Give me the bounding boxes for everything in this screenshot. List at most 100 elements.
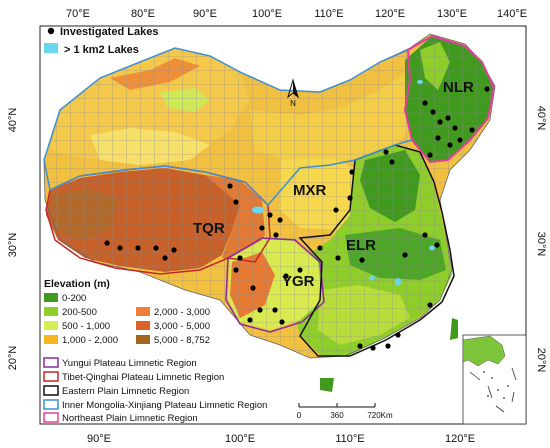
lake-dot — [427, 152, 433, 158]
lake-dot — [335, 255, 341, 261]
lake-dot — [259, 225, 265, 231]
elev-swatch-3 — [44, 335, 58, 344]
lake-dot — [297, 267, 303, 273]
right-tick-40: 40°N — [535, 106, 547, 131]
region-label-yungui: Yungui Plateau Limnetic Region — [62, 358, 197, 369]
lake-dot — [104, 240, 110, 246]
lake-dot — [427, 302, 433, 308]
lake-dot — [434, 242, 440, 248]
south-china-sea-inset — [462, 334, 527, 425]
lake-dot — [385, 343, 391, 349]
top-tick-90: 90°E — [193, 8, 217, 20]
lake-dot — [389, 159, 395, 165]
elevation-legend-title: Elevation (m) — [44, 278, 110, 290]
lake-dot — [333, 207, 339, 213]
inset-islands — [483, 371, 509, 399]
north-arrow-half-icon — [293, 80, 298, 97]
investigated-lake-legend-dot — [47, 27, 55, 35]
lake-dot — [430, 109, 436, 115]
lake-dot — [273, 232, 279, 238]
scale-label-720: 720Km — [367, 411, 393, 420]
lake-dot — [395, 332, 401, 338]
elev-label-0: 0-200 — [62, 293, 86, 304]
scale-label-0: 0 — [297, 411, 302, 420]
poyang-lake — [395, 278, 401, 286]
scale-bar: 0 360 720Km — [297, 403, 393, 420]
inset-island — [507, 385, 509, 387]
lake-dot — [437, 119, 443, 125]
large-lake-legend-swatch — [44, 43, 58, 53]
lake-dot — [357, 343, 363, 349]
label-mxr: MXR — [293, 182, 327, 199]
elev-swatch-2 — [44, 321, 58, 330]
lake-dot — [422, 100, 428, 106]
elev-swatch-6 — [136, 335, 150, 344]
top-tick-labels: 70°E 80°E 90°E 100°E 110°E 120°E 130°E 1… — [66, 8, 527, 20]
elev-label-2: 500 - 1,000 — [62, 321, 110, 332]
region-label-tibet: Tibet-Qinghai Plateau Limnetic Region — [62, 372, 224, 383]
lake-dot — [277, 217, 283, 223]
lake-dot — [247, 317, 253, 323]
top-tick-130: 130°E — [437, 8, 467, 20]
inset-coast — [462, 335, 506, 367]
lake-dot — [279, 319, 285, 325]
tai-lake — [429, 245, 435, 251]
lake-dot — [117, 245, 123, 251]
elev-swatch-0 — [44, 293, 58, 302]
region-label-northeast: Northeast Plain Limnetic Region — [62, 413, 198, 424]
lake-dot — [135, 245, 141, 251]
lake-dot — [237, 255, 243, 261]
elev-label-4: 2,000 - 3,000 — [154, 307, 210, 318]
large-lake-legend-label: > 1 km2 Lakes — [64, 44, 139, 56]
elev-swatch-5 — [136, 321, 150, 330]
top-tick-140: 140°E — [497, 8, 527, 20]
right-tick-30: 30°N — [535, 232, 547, 257]
investigated-lake-legend-label: Investigated Lakes — [60, 26, 158, 38]
lake-dot — [359, 257, 365, 263]
lake-dot — [233, 199, 239, 205]
elev-label-6: 5,000 - 8,752 — [154, 335, 210, 346]
hulun-lake — [417, 80, 423, 84]
bottom-tick-90: 90°E — [87, 433, 111, 445]
region-swatch-northeast — [43, 412, 59, 423]
top-legend: Investigated Lakes > 1 km2 Lakes — [44, 26, 158, 56]
north-arrow: N — [287, 78, 299, 108]
lake-dot — [153, 245, 159, 251]
lake-dot — [349, 169, 355, 175]
lake-dot — [452, 125, 458, 131]
left-tick-20: 20°N — [7, 346, 19, 371]
elev-label-5: 3,000 - 5,000 — [154, 321, 210, 332]
label-nlr: NLR — [443, 79, 474, 96]
lake-dot — [317, 245, 323, 251]
lake-dot — [257, 307, 263, 313]
lake-dot — [162, 255, 168, 261]
lake-dot — [435, 135, 441, 141]
taiwan — [450, 318, 458, 340]
region-swatch-yungui — [43, 357, 59, 368]
label-elr: ELR — [346, 237, 376, 254]
lake-dot — [272, 307, 278, 313]
lake-dot — [171, 247, 177, 253]
top-tick-70: 70°E — [66, 8, 90, 20]
elev-swatch-4 — [136, 307, 150, 316]
lake-dot — [347, 195, 353, 201]
inset-island — [487, 395, 489, 397]
lake-dot — [283, 273, 289, 279]
region-boundaries — [43, 34, 496, 357]
top-tick-110: 110°E — [314, 8, 343, 20]
inset-boundary-dashes — [469, 367, 517, 413]
lake-dot — [250, 285, 256, 291]
lake-dot — [445, 115, 451, 121]
left-tick-40: 40°N — [7, 108, 19, 133]
right-tick-20: 20°N — [535, 348, 547, 373]
lake-dot — [267, 212, 273, 218]
elev-label-3: 1,000 - 2,000 — [62, 335, 118, 346]
bottom-tick-100: 100°E — [225, 433, 255, 445]
lake-dot — [422, 232, 428, 238]
lake-dot — [233, 267, 239, 273]
lake-dot — [484, 86, 490, 92]
bottom-tick-110: 110°E — [335, 433, 364, 445]
left-tick-30: 30°N — [7, 233, 19, 258]
lake-dot — [383, 149, 389, 155]
